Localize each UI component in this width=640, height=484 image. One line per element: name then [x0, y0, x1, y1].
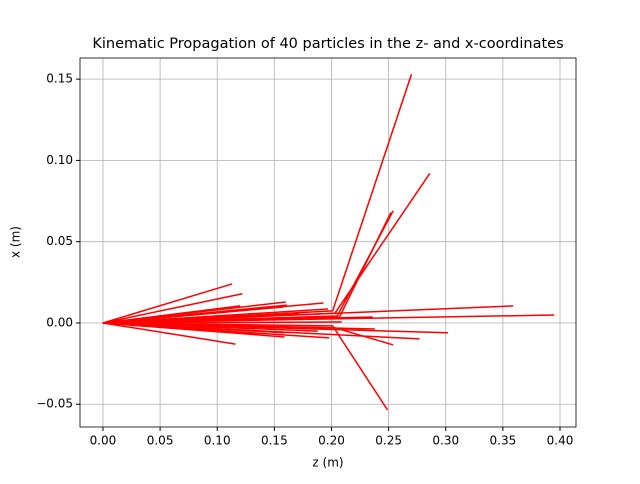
y-tick-label: 0.10: [46, 153, 73, 167]
particle-track: [102, 316, 373, 324]
y-tick-label: −0.05: [36, 397, 73, 411]
particle-track: [102, 322, 318, 332]
particle-track: [102, 74, 413, 324]
x-tick-label: 0.15: [261, 434, 288, 448]
particle-track: [102, 292, 243, 324]
x-tick-label: 0.10: [204, 434, 231, 448]
y-tick-label: 0.05: [46, 234, 73, 248]
plot-frame: [79, 57, 577, 428]
x-tick-label: 0.00: [90, 434, 117, 448]
x-tick-label: 0.35: [490, 434, 517, 448]
particle-track: [102, 322, 236, 345]
particle-track: [102, 305, 241, 324]
y-axis-label: x (m): [9, 226, 23, 258]
x-axis-label: z (m): [312, 456, 343, 470]
x-tick-label: 0.20: [318, 434, 345, 448]
particle-track: [102, 310, 238, 324]
x-tick-label: 0.30: [432, 434, 459, 448]
particle-track: [102, 283, 233, 324]
particle-track: [102, 322, 389, 411]
x-tick-label: 0.40: [547, 434, 574, 448]
particle-track: [102, 313, 300, 324]
x-tick-label: 0.05: [147, 434, 174, 448]
particle-track: [102, 172, 431, 324]
particle-track: [102, 321, 342, 324]
y-tick-label: 0.15: [46, 72, 73, 86]
chart-title: Kinematic Propagation of 40 particles in…: [92, 36, 563, 52]
y-tick-label: 0.00: [46, 315, 73, 329]
x-tick-label: 0.25: [375, 434, 402, 448]
